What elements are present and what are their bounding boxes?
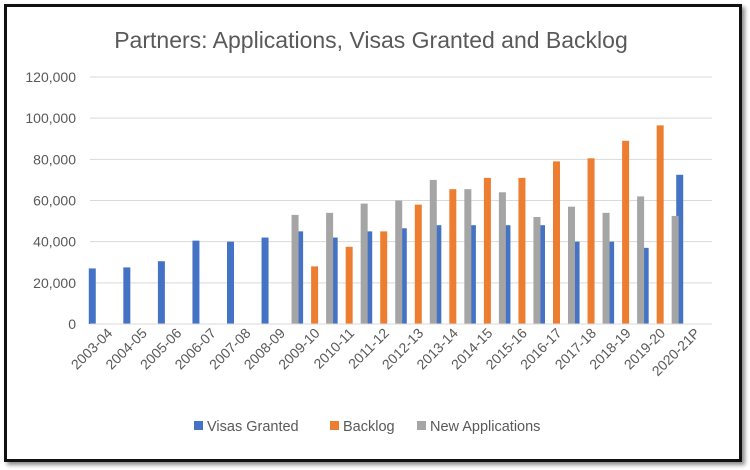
bar-visas-granted bbox=[503, 225, 511, 324]
bar-visas-granted bbox=[330, 237, 338, 324]
y-tick-label: 100,000 bbox=[25, 110, 76, 126]
bar-new-applications bbox=[602, 212, 610, 324]
bar-backlog bbox=[587, 158, 595, 324]
bar-visas-granted bbox=[88, 268, 96, 324]
y-tick-label: 60,000 bbox=[33, 193, 76, 209]
bar-new-applications bbox=[498, 192, 506, 324]
x-axis: 2003-042004-052005-062006-072007-082008-… bbox=[68, 323, 712, 379]
bar-visas-granted bbox=[572, 241, 580, 324]
y-tick-label: 0 bbox=[68, 316, 76, 332]
bar-new-applications bbox=[568, 206, 575, 324]
legend-label: Backlog bbox=[343, 419, 395, 435]
legend-label: New Applications bbox=[430, 419, 540, 435]
bar-visas-granted bbox=[434, 225, 442, 324]
bar-visas-granted bbox=[641, 247, 649, 324]
bars bbox=[88, 125, 684, 324]
legend-swatch bbox=[417, 421, 426, 430]
legend: Visas Granted Backlog New Applications bbox=[194, 419, 540, 435]
bar-backlog bbox=[380, 231, 388, 324]
bar-new-applications bbox=[464, 189, 472, 324]
bar-visas-granted bbox=[676, 174, 684, 324]
bar-visas-granted bbox=[468, 225, 476, 324]
bar-new-applications bbox=[326, 212, 334, 324]
bar-backlog bbox=[311, 266, 319, 324]
legend-swatch bbox=[194, 421, 203, 430]
bar-backlog bbox=[553, 161, 560, 324]
y-tick-label: 40,000 bbox=[33, 234, 76, 250]
bar-backlog bbox=[483, 177, 491, 324]
y-tick-label: 20,000 bbox=[33, 275, 76, 291]
bar-visas-granted bbox=[296, 231, 304, 324]
bar-visas-granted bbox=[607, 241, 615, 324]
bar-visas-granted bbox=[157, 261, 165, 324]
bar-new-applications bbox=[671, 215, 679, 324]
bar-backlog bbox=[656, 125, 664, 324]
bar-backlog bbox=[345, 246, 353, 324]
bar-backlog bbox=[518, 177, 526, 324]
bar-visas-granted bbox=[399, 228, 407, 324]
y-tick-label: 80,000 bbox=[33, 151, 76, 167]
bar-visas-granted bbox=[261, 237, 269, 324]
bar-new-applications bbox=[395, 200, 403, 324]
chart-frame bbox=[4, 4, 742, 462]
bar-backlog bbox=[414, 204, 422, 324]
bar-visas-granted bbox=[192, 240, 200, 324]
bar-new-applications bbox=[360, 203, 368, 324]
y-axis: 0 20,000 40,000 60,000 80,000 100,000 120,000 bbox=[25, 69, 76, 332]
bar-new-applications bbox=[291, 214, 299, 324]
y-tick-label: 120,000 bbox=[25, 69, 76, 85]
bar-new-applications bbox=[533, 216, 541, 324]
legend-label: Visas Granted bbox=[207, 419, 299, 435]
bar-backlog bbox=[449, 189, 457, 324]
chart-title: Partners: Applications, Visas Granted an… bbox=[114, 27, 628, 53]
bar-visas-granted bbox=[123, 267, 131, 324]
bar-new-applications bbox=[429, 179, 437, 324]
bar-visas-granted bbox=[538, 225, 545, 324]
bar-visas-granted bbox=[365, 231, 373, 324]
bar-backlog bbox=[622, 140, 630, 324]
legend-swatch bbox=[330, 421, 339, 430]
bar-visas-granted bbox=[227, 241, 234, 324]
bar-new-applications bbox=[637, 196, 645, 324]
